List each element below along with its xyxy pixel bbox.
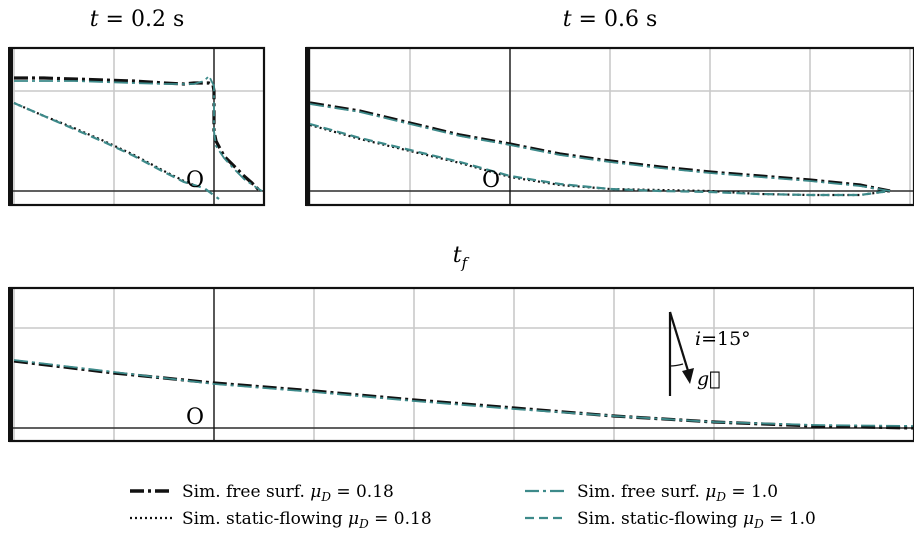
legend-label-2: Sim. static-flowing μD = 0.18: [182, 509, 432, 531]
legend-label-1: Sim. free surf. μD = 0.18: [182, 482, 394, 504]
series-line-2: [13, 359, 914, 427]
series-line-1: [13, 359, 914, 430]
angle-label: i=15°: [695, 328, 751, 350]
plot-frame: [8, 46, 266, 207]
plot-frame: [8, 286, 914, 443]
origin-label: O: [482, 168, 500, 193]
left-wall: [8, 47, 13, 206]
series-line-1: [309, 101, 891, 193]
series-line-1: [14, 76, 261, 192]
series-group: [13, 359, 914, 430]
origin-label: O: [186, 405, 204, 430]
left-wall: [305, 47, 310, 206]
legend: Sim. free surf. μD = 0.18 Sim. static-flo…: [130, 482, 816, 531]
series-line-4: [309, 122, 891, 197]
chart-panel-2: Ot = 0.6 s: [305, 7, 914, 207]
gravity-vector-icon: [668, 311, 691, 375]
chart-title: tf: [453, 243, 470, 272]
series-group: [13, 75, 263, 200]
legend-label-3: Sim. free surf. μD = 1.0: [577, 482, 778, 504]
series-group: [309, 101, 891, 197]
chart-panel-3: Otf: [8, 243, 914, 443]
series-line-3: [309, 103, 891, 192]
angle-arc-icon: [669, 363, 684, 367]
gravity-label: g⃗: [697, 368, 721, 390]
chart-panel-1: Ot = 0.2 s: [8, 7, 266, 207]
chart-title: t = 0.6 s: [563, 7, 658, 32]
grid: [10, 288, 914, 441]
origin-label: O: [186, 168, 204, 193]
left-wall: [8, 287, 13, 442]
grid: [10, 48, 264, 205]
series-line-3: [14, 75, 263, 192]
chart-title: t = 0.2 s: [90, 7, 185, 32]
series-line-4: [13, 101, 220, 200]
slope-annotation: i=15° g⃗: [668, 311, 751, 396]
arrowhead-icon: [682, 368, 694, 384]
legend-label-4: Sim. static-flowing μD = 1.0: [577, 509, 816, 531]
